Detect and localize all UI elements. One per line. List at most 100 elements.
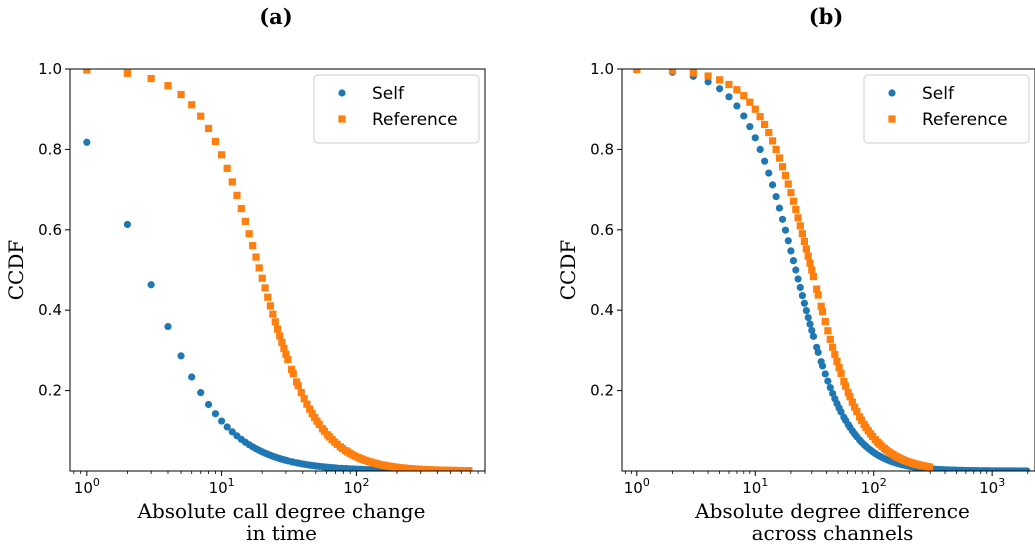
data-point [300, 395, 308, 403]
data-point [784, 237, 792, 245]
data-point [751, 105, 759, 113]
data-point [211, 137, 220, 146]
y-tick-label: 0.8 [38, 140, 62, 158]
data-point [223, 423, 231, 431]
data-point [761, 157, 769, 165]
data-point [796, 222, 804, 230]
data-point [218, 417, 226, 425]
data-point [826, 335, 834, 343]
data-point [784, 180, 792, 188]
data-point [925, 463, 934, 471]
data-point [809, 272, 818, 281]
y-tick-label: 0.4 [38, 301, 62, 319]
data-point [835, 364, 843, 372]
data-point [800, 237, 808, 246]
data-point [311, 413, 319, 422]
data-point [775, 154, 784, 162]
legend-label: Reference [922, 110, 1008, 130]
data-point [218, 151, 226, 159]
panel-title: (b) [809, 4, 844, 29]
panel-title: (a) [259, 4, 292, 29]
data-point [765, 128, 773, 137]
data-point [751, 134, 759, 142]
data-point [798, 230, 806, 238]
y-tick-label: 0.6 [38, 221, 62, 239]
y-axis-label: CCDF [556, 240, 580, 301]
data-point [188, 373, 196, 381]
x-axis-label: Absolute call degree change [137, 499, 426, 523]
data-point [164, 322, 172, 331]
data-point [306, 405, 314, 413]
data-point [292, 378, 301, 386]
y-tick-label: 0.4 [590, 301, 614, 319]
data-point [147, 281, 155, 289]
data-point [746, 98, 754, 106]
data-point [1023, 467, 1031, 471]
x-tick-label: 100 [624, 476, 650, 497]
data-point [857, 416, 866, 424]
data-point [756, 145, 764, 153]
data-point [818, 362, 827, 370]
x-tick-label: 102 [861, 476, 887, 497]
data-point [147, 74, 155, 83]
data-point [282, 350, 290, 358]
data-point [800, 299, 809, 307]
data-point [197, 389, 205, 397]
legend-box [863, 74, 1030, 144]
data-point [123, 69, 132, 77]
data-point [204, 400, 213, 409]
data-point [802, 245, 810, 253]
x-axis-label: Absolute degree difference [694, 499, 970, 523]
plot-area [83, 69, 473, 471]
data-point [778, 163, 787, 171]
data-point [276, 332, 284, 340]
data-point [772, 145, 780, 153]
data-point [806, 320, 814, 328]
data-point [778, 215, 787, 223]
data-point [804, 313, 812, 322]
data-point [792, 266, 800, 274]
data-point [83, 138, 91, 146]
data-point [228, 428, 236, 436]
y-tick-label: 0.2 [590, 382, 614, 400]
data-point [271, 318, 279, 326]
data-point [798, 291, 806, 300]
data-point [787, 189, 795, 197]
data-point [831, 351, 839, 359]
data-point [824, 377, 832, 385]
data-point [241, 217, 249, 225]
data-point [465, 467, 473, 471]
legend-marker [888, 89, 896, 97]
data-point [177, 90, 185, 99]
data-point [842, 382, 850, 390]
data-point [814, 291, 822, 299]
data-point [794, 214, 802, 222]
legend-marker [338, 115, 346, 123]
y-tick-label: 1.0 [590, 60, 614, 78]
data-point [197, 112, 205, 120]
data-point [746, 123, 754, 131]
data-point [164, 82, 172, 90]
data-point [853, 407, 861, 416]
data-point [844, 389, 852, 397]
data-point [781, 226, 790, 234]
data-point [177, 352, 185, 360]
data-point [278, 338, 286, 347]
data-point [725, 93, 733, 101]
chart-panel-2: (b) 0.2 0.4 0.6 0.8 1.0 100 101 102 103 Absolute d… [556, 4, 1035, 544]
data-point [826, 384, 834, 392]
legend-box [313, 74, 480, 144]
data-point [821, 370, 829, 378]
legend-marker [888, 115, 896, 123]
data-point [284, 355, 292, 364]
data-point [255, 264, 263, 272]
axes-frame [69, 68, 486, 472]
legend: Self Reference [313, 74, 480, 144]
series-reference [633, 69, 934, 471]
data-point [733, 86, 741, 94]
data-point [733, 102, 741, 110]
data-point [237, 204, 245, 213]
data-point [781, 171, 790, 180]
legend-label: Self [922, 84, 955, 104]
